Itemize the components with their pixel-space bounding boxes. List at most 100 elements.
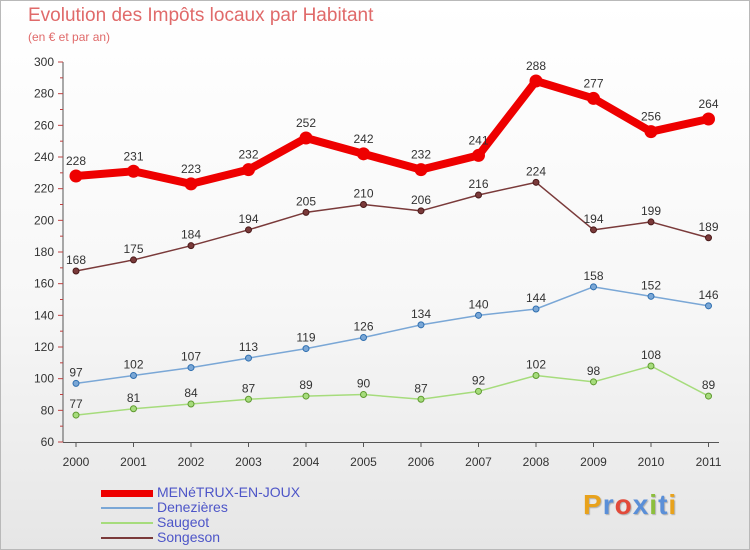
data-label: 144: [526, 291, 546, 305]
x-tick-label: 2009: [580, 455, 607, 469]
data-point: [360, 201, 367, 208]
data-label: 242: [353, 132, 373, 146]
x-tick-label: 2006: [408, 455, 435, 469]
chart-subtitle: (en € et par an): [28, 30, 111, 44]
series-line-2: [75, 365, 710, 416]
data-label: 223: [181, 162, 201, 176]
data-point: [705, 234, 712, 242]
x-tick-label: 2007: [465, 455, 492, 469]
data-point: [130, 405, 137, 413]
data-point: [587, 91, 600, 105]
data-point: [360, 334, 367, 341]
data-label: 113: [239, 340, 258, 354]
x-tick-label: 2003: [235, 455, 262, 469]
series-line-0: [72, 77, 713, 188]
y-tick-label: 180: [34, 245, 54, 259]
data-point: [417, 395, 425, 403]
x-tick-label: 2005: [350, 455, 377, 469]
x-tick-label: 2008: [523, 455, 550, 469]
data-label: 288: [526, 59, 546, 73]
x-tick-label: 2002: [178, 455, 205, 469]
x-tick-label: 2011: [696, 455, 722, 469]
legend-item: Denezières: [101, 499, 361, 515]
data-label: 277: [583, 76, 603, 90]
data-point: [532, 305, 540, 313]
x-tick-label: 2010: [638, 455, 665, 469]
data-point: [360, 391, 367, 398]
data-label: 89: [702, 378, 716, 392]
data-label: 89: [299, 378, 313, 392]
data-point: [702, 112, 715, 126]
y-tick-label: 100: [34, 372, 54, 386]
data-label: 102: [123, 358, 143, 372]
data-label: 194: [238, 212, 258, 226]
data-label: 146: [698, 288, 718, 302]
x-tick-label: 2004: [293, 455, 320, 469]
series-line-3: [75, 181, 710, 272]
data-point: [130, 256, 137, 264]
y-tick-label: 240: [34, 150, 54, 164]
data-point: [302, 392, 310, 400]
axes: 60 80 100 120 140 160 180 200 220 240 260 280 300 200…: [34, 55, 722, 469]
series-points: [69, 74, 715, 419]
legend-swatch: [101, 522, 153, 524]
y-tick-label: 160: [34, 277, 54, 291]
data-label: 87: [242, 381, 256, 395]
legend-item: Saugeot: [101, 514, 361, 530]
x-tick-label: 2000: [63, 455, 90, 469]
data-point: [475, 387, 482, 395]
data-point: [245, 395, 252, 403]
data-point: [532, 372, 540, 379]
data-point: [414, 163, 428, 177]
legend-swatch: [101, 537, 153, 539]
data-point: [529, 74, 543, 88]
legend-swatch: [101, 489, 153, 497]
data-point: [127, 164, 140, 178]
series-lines: [72, 77, 713, 416]
data-label: 168: [66, 253, 86, 267]
y-tick-label: 220: [34, 182, 54, 196]
data-label: 140: [468, 297, 488, 311]
series-line-1: [75, 286, 710, 385]
legend-swatch: [101, 507, 153, 509]
data-point: [302, 345, 310, 353]
legend-label: Songeson: [157, 529, 221, 545]
data-label: 84: [184, 386, 198, 400]
data-point: [184, 177, 198, 191]
data-label: 199: [641, 204, 661, 218]
data-label: 175: [123, 242, 143, 256]
data-label: 205: [296, 194, 316, 208]
data-point: [72, 267, 80, 275]
data-label: 228: [66, 154, 86, 168]
data-label: 90: [357, 377, 371, 391]
proxiti-logo: Proxiti: [583, 489, 678, 520]
x-tick-label: 2001: [120, 455, 147, 469]
data-point: [69, 169, 83, 183]
data-point: [72, 411, 80, 419]
legend: MENéTRUX-EN-JOUX Denezières Saugeot Songeso…: [101, 484, 361, 545]
data-point: [472, 148, 485, 162]
data-point: [302, 208, 310, 216]
data-label: 87: [414, 381, 428, 395]
data-label: 264: [698, 97, 718, 111]
data-label: 126: [353, 320, 373, 334]
data-label: 206: [411, 193, 431, 207]
data-point: [417, 321, 425, 329]
data-point: [299, 131, 313, 145]
data-labels: 168 175 184 194 205 210 206 216 224 194 199 189 97 10…: [66, 59, 719, 411]
data-point: [245, 354, 252, 362]
data-point: [590, 378, 597, 386]
legend-item: MENéTRUX-EN-JOUX: [101, 484, 361, 500]
data-label: 119: [296, 331, 315, 345]
data-label: 98: [587, 364, 601, 378]
data-label: 216: [468, 177, 488, 191]
legend-label: Denezières: [157, 499, 228, 515]
y-tick-label: 300: [34, 55, 54, 69]
legend-label: Saugeot: [157, 514, 210, 530]
data-point: [590, 283, 597, 291]
data-label: 102: [526, 358, 546, 372]
data-point: [72, 379, 80, 387]
data-label: 231: [123, 149, 143, 163]
data-point: [187, 364, 195, 372]
y-tick-label: 200: [34, 213, 54, 227]
